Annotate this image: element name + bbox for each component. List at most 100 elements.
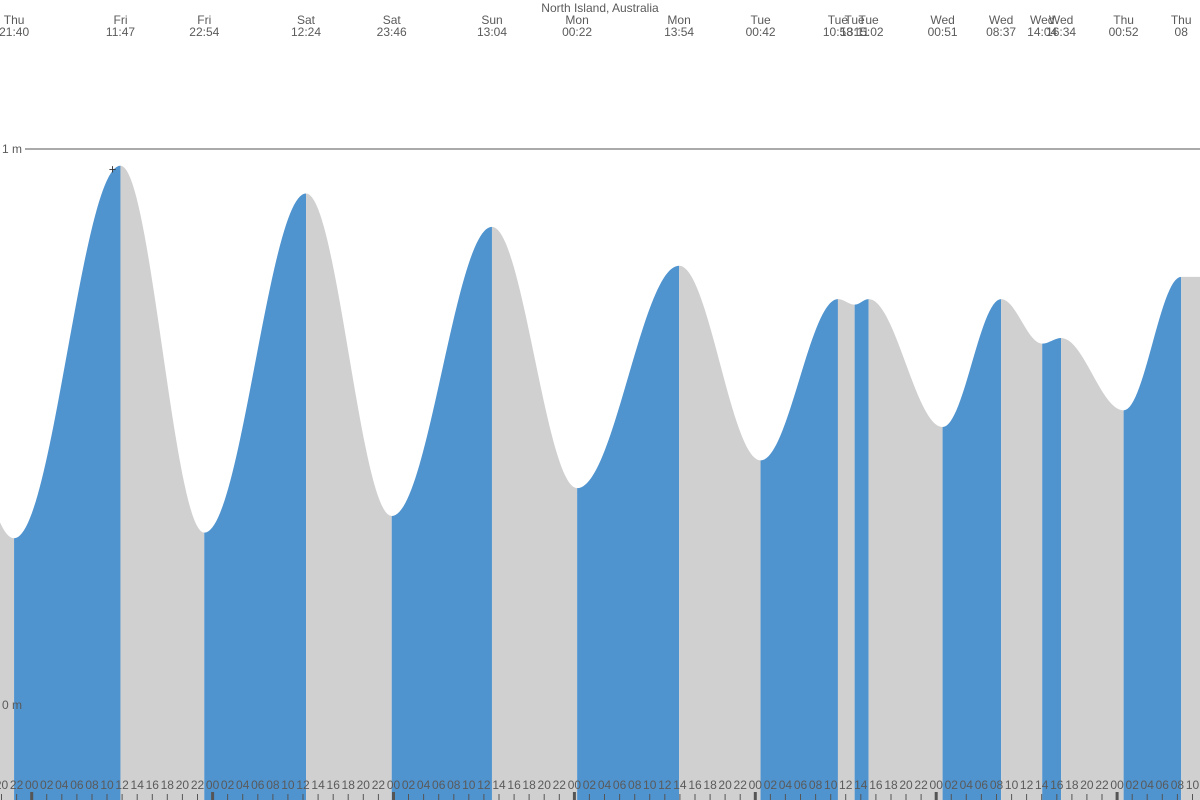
hour-tick-label: 16: [869, 778, 883, 792]
event-time-label: 10:58: [823, 25, 853, 39]
hour-tick-label: 00: [25, 778, 39, 792]
hour-tick-label: 18: [703, 778, 717, 792]
falling-tide-segment: [491, 226, 578, 800]
event-time-label: 08: [1175, 25, 1189, 39]
rising-tide-segment: [391, 226, 492, 800]
hour-tick-label: 22: [10, 778, 24, 792]
falling-tide-segment: [679, 265, 761, 800]
hour-tick-label: 14: [854, 778, 868, 792]
hour-tick-label: 06: [251, 778, 265, 792]
event-time-label: 22:54: [189, 25, 219, 39]
hour-tick-label: 02: [221, 778, 235, 792]
event-day-label: Wed: [930, 13, 954, 27]
hour-tick-label: 06: [975, 778, 989, 792]
event-time-label: 08:37: [986, 25, 1016, 39]
event-day-label: Thu: [4, 13, 25, 27]
event-day-label: Tue: [750, 13, 771, 27]
event-day-label: Tue: [858, 13, 879, 27]
hour-tick-label: 12: [296, 778, 310, 792]
event-day-label: Wed: [1049, 13, 1073, 27]
hour-tick-label: 04: [779, 778, 793, 792]
hour-tick-label: 14: [492, 778, 506, 792]
hour-tick-label: 16: [146, 778, 160, 792]
hour-tick-label: 00: [930, 778, 944, 792]
hour-tick-label: 10: [643, 778, 657, 792]
hour-tick-label: 08: [447, 778, 461, 792]
hour-tick-label: 08: [628, 778, 642, 792]
event-day-label: Sat: [297, 13, 316, 27]
falling-tide-segment: [1061, 338, 1124, 800]
falling-tide-segment: [1001, 299, 1043, 800]
hour-tick-label: 18: [1065, 778, 1079, 792]
event-day-label: Wed: [989, 13, 1013, 27]
hour-tick-label: 12: [658, 778, 672, 792]
event-day-label: Mon: [565, 13, 588, 27]
hour-tick-label: 16: [1050, 778, 1064, 792]
hour-tick-label: 02: [40, 778, 54, 792]
tide-areas: [0, 165, 1200, 800]
event-time-label: 14:04: [1027, 25, 1057, 39]
hour-tick-label: 02: [764, 778, 778, 792]
hour-tick-label: 04: [1141, 778, 1155, 792]
event-day-label: Tue: [844, 13, 865, 27]
rising-tide-segment: [577, 265, 680, 800]
event-time-label: 16:34: [1046, 25, 1076, 39]
hour-tick-label: 18: [161, 778, 175, 792]
falling-tide-segment: [120, 165, 205, 800]
event-time-label: 00:22: [562, 25, 592, 39]
event-time-label: 21:40: [0, 25, 29, 39]
hour-axis: 2022000204060810121416182022000204060810…: [0, 778, 1199, 800]
chart-title: North Island, Australia: [541, 1, 659, 15]
falling-tide-segment: [837, 299, 855, 800]
hour-tick-label: 10: [100, 778, 114, 792]
hour-tick-label: 22: [734, 778, 748, 792]
event-time-label: 11:47: [106, 25, 135, 39]
event-time-label: 13:04: [477, 25, 507, 39]
hour-tick-label: 06: [432, 778, 446, 792]
event-time-label: 00:42: [746, 25, 776, 39]
hour-tick-label: 06: [613, 778, 627, 792]
hour-tick-label: 20: [538, 778, 552, 792]
hour-tick-label: 22: [914, 778, 928, 792]
hour-tick-label: 08: [266, 778, 280, 792]
hour-tick-label: 22: [1095, 778, 1109, 792]
hour-tick-label: 10: [462, 778, 476, 792]
rising-tide-segment: [760, 299, 838, 800]
hour-tick-label: 14: [131, 778, 145, 792]
hour-tick-label: 08: [809, 778, 823, 792]
hour-tick-label: 10: [824, 778, 838, 792]
hour-tick-label: 06: [1156, 778, 1170, 792]
hour-tick-label: 00: [749, 778, 763, 792]
falling-tide-segment: [868, 299, 943, 800]
hour-tick-label: 02: [945, 778, 959, 792]
y-tick-label-1m: 1 m: [2, 142, 22, 156]
event-day-label: Mon: [667, 13, 690, 27]
hour-tick-label: 10: [1186, 778, 1200, 792]
rising-tide-segment: [204, 193, 307, 800]
hour-tick-label: 02: [583, 778, 597, 792]
hour-tick-label: 20: [718, 778, 732, 792]
event-time-label: 13:54: [664, 25, 694, 39]
max-peak-marker: +: [109, 162, 117, 177]
hour-tick-label: 00: [568, 778, 582, 792]
y-tick-label-0m: 0 m: [2, 698, 22, 712]
hour-tick-label: 00: [1110, 778, 1124, 792]
hour-tick-label: 08: [1171, 778, 1185, 792]
hour-tick-label: 04: [236, 778, 250, 792]
falling-tide-segment: [0, 522, 15, 800]
event-labels: Thu21:40Fri11:47Fri22:54Sat12:24Sat23:46…: [0, 13, 1192, 39]
hour-tick-label: 04: [417, 778, 431, 792]
hour-tick-label: 22: [553, 778, 567, 792]
hour-tick-label: 18: [884, 778, 898, 792]
event-day-label: Thu: [1113, 13, 1134, 27]
event-time-label: 00:51: [928, 25, 958, 39]
event-day-label: Tue: [828, 13, 849, 27]
falling-tide-segment: [306, 193, 392, 800]
event-time-label: 00:52: [1109, 25, 1139, 39]
hour-tick-label: 08: [85, 778, 99, 792]
hour-tick-label: 20: [357, 778, 371, 792]
event-time-label: 23:46: [377, 25, 407, 39]
hour-tick-label: 18: [342, 778, 356, 792]
hour-tick-label: 00: [206, 778, 220, 792]
